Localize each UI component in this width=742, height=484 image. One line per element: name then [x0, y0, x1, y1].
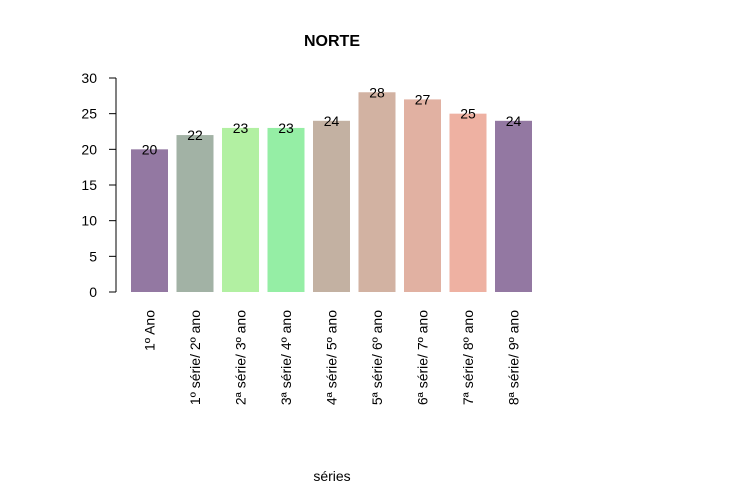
x-tick-label: 1º série/ 2º ano — [187, 310, 203, 405]
bar — [131, 149, 168, 292]
y-tick-label: 25 — [81, 106, 97, 122]
bar-value-label: 20 — [142, 141, 158, 157]
y-tick-label: 0 — [89, 284, 97, 300]
x-axis-labels: 1º Ano 1º série/ 2º ano 2ª série/ 3º ano 3ª… — [142, 310, 522, 405]
bar — [495, 120, 532, 292]
bar — [449, 113, 487, 293]
bar-value-label: 28 — [369, 84, 385, 100]
bar-value-label: 24 — [324, 113, 340, 129]
y-tick-label: 5 — [89, 248, 97, 264]
bar — [404, 99, 441, 293]
x-tick-label: 1º Ano — [142, 310, 158, 351]
x-tick-label: 4ª série/ 5º ano — [324, 310, 340, 405]
x-axis-title: séries — [313, 468, 350, 484]
y-tick-label: 10 — [81, 213, 97, 229]
bar — [313, 120, 350, 292]
bar — [267, 127, 305, 292]
bar — [222, 127, 259, 292]
y-tick-label: 15 — [81, 177, 97, 193]
x-tick-label: 7ª série/ 8º ano — [460, 310, 476, 405]
bar — [176, 135, 214, 292]
bar-value-label: 23 — [233, 120, 249, 136]
bar-value-label: 24 — [506, 113, 522, 129]
x-tick-label: 6ª série/ 7º ano — [415, 310, 431, 405]
y-axis: 0 5 10 15 20 25 30 — [81, 70, 117, 300]
x-tick-label: 3ª série/ 4º ano — [278, 310, 294, 405]
bar-value-label: 25 — [460, 106, 476, 122]
y-tick-label: 20 — [81, 141, 97, 157]
bar-value-label: 22 — [187, 127, 203, 143]
bar-value-label: 27 — [415, 91, 431, 107]
bars: 20 22 23 23 24 28 27 25 24 — [131, 84, 532, 293]
bar — [358, 92, 396, 293]
x-tick-label: 8ª série/ 9º ano — [506, 310, 522, 405]
x-tick-label: 5ª série/ 6º ano — [369, 310, 385, 405]
bar-value-label: 23 — [278, 120, 294, 136]
x-tick-label: 2ª série/ 3º ano — [233, 310, 249, 405]
chart-title: NORTE — [304, 33, 360, 50]
y-tick-label: 30 — [81, 70, 97, 86]
